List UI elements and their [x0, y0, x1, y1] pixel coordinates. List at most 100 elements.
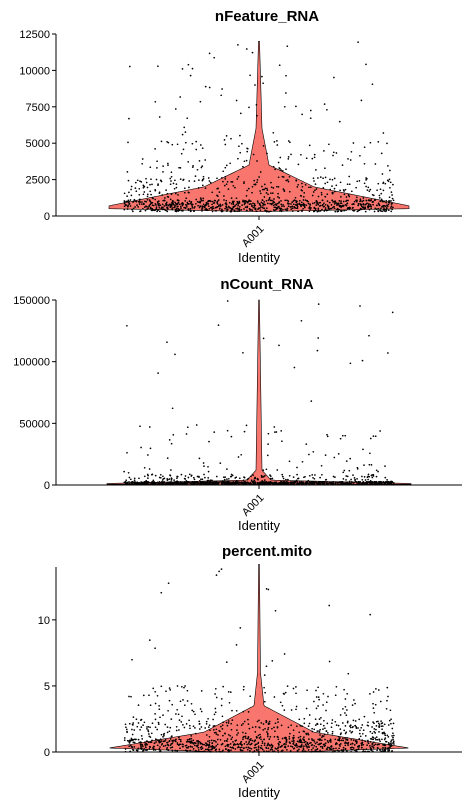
data-point	[158, 191, 161, 194]
data-point	[257, 749, 260, 751]
data-point	[218, 204, 220, 207]
data-point	[323, 482, 325, 485]
data-point	[379, 209, 381, 212]
data-point	[350, 478, 352, 481]
data-point	[342, 737, 344, 740]
data-point	[260, 206, 262, 208]
data-point	[324, 454, 327, 456]
data-point	[258, 737, 261, 739]
data-point	[391, 311, 394, 314]
data-point	[344, 698, 347, 700]
data-point	[158, 205, 160, 207]
data-point	[315, 188, 318, 190]
data-point	[204, 727, 207, 729]
data-point	[375, 208, 378, 211]
data-point	[159, 716, 161, 719]
data-point	[295, 207, 297, 210]
data-point	[126, 730, 128, 733]
data-point	[176, 743, 179, 746]
data-point	[258, 176, 260, 178]
data-point	[208, 739, 211, 742]
data-point	[153, 745, 155, 748]
data-point	[180, 685, 183, 688]
data-point	[214, 749, 217, 752]
data-point	[296, 203, 299, 205]
data-point	[352, 142, 355, 144]
data-point	[311, 474, 314, 476]
data-point	[215, 696, 218, 699]
data-point	[325, 701, 328, 704]
data-point	[146, 743, 148, 746]
data-point	[364, 207, 366, 210]
data-point	[139, 744, 142, 746]
data-point	[150, 193, 152, 196]
data-point	[265, 210, 268, 213]
data-point	[319, 176, 322, 178]
data-point	[244, 482, 246, 485]
data-point	[207, 717, 209, 720]
data-point	[198, 457, 201, 460]
data-point	[159, 476, 162, 479]
data-point	[231, 474, 234, 477]
data-point	[190, 737, 193, 740]
data-point	[221, 209, 224, 212]
data-point	[316, 730, 319, 732]
data-point	[324, 182, 327, 185]
data-point	[336, 749, 339, 752]
data-point	[272, 204, 275, 207]
data-point	[324, 203, 327, 206]
data-point	[267, 726, 270, 729]
data-point	[381, 732, 384, 734]
data-point	[387, 742, 390, 744]
data-point	[345, 714, 348, 717]
data-point	[145, 200, 148, 203]
data-point	[317, 195, 320, 198]
data-point	[335, 184, 338, 187]
data-point	[240, 746, 243, 749]
data-point	[323, 719, 325, 722]
data-point	[375, 736, 378, 738]
data-point	[200, 199, 203, 202]
data-point	[123, 470, 125, 473]
data-point	[254, 743, 257, 746]
data-point	[377, 689, 380, 691]
data-point	[265, 747, 268, 750]
data-point	[164, 197, 166, 199]
data-point	[172, 434, 175, 436]
data-point	[291, 746, 294, 748]
data-point	[352, 474, 354, 476]
data-point	[285, 92, 287, 94]
data-point	[353, 200, 356, 203]
data-point	[155, 482, 157, 485]
data-point	[220, 725, 222, 728]
data-point	[183, 477, 186, 480]
data-point	[274, 481, 277, 484]
data-point	[178, 166, 180, 169]
data-point	[131, 739, 133, 742]
data-point	[224, 732, 226, 735]
data-point	[306, 200, 309, 202]
data-point	[220, 704, 223, 707]
data-point	[315, 169, 317, 171]
data-point	[173, 206, 175, 209]
data-point	[149, 745, 151, 748]
data-point	[326, 748, 329, 750]
data-point	[367, 199, 370, 201]
data-point	[343, 729, 346, 732]
data-point	[304, 183, 307, 186]
data-point	[224, 476, 226, 478]
data-point	[323, 733, 326, 736]
data-point	[289, 141, 291, 144]
data-point	[348, 183, 351, 186]
data-point	[373, 711, 376, 714]
data-point	[324, 479, 327, 481]
data-point	[302, 199, 305, 201]
data-point	[178, 719, 181, 721]
data-point	[132, 716, 135, 718]
data-point	[371, 474, 373, 476]
data-point	[267, 432, 270, 435]
data-point	[193, 210, 195, 212]
data-point	[186, 740, 189, 743]
data-point	[186, 689, 189, 692]
